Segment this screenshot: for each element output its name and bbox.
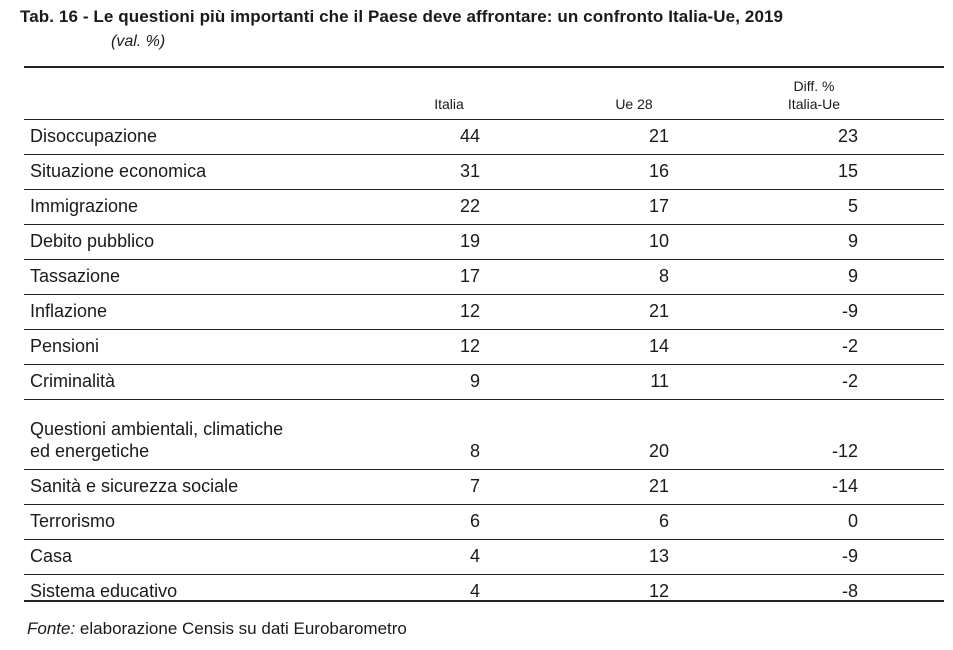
value-italia: 44 [459, 126, 480, 146]
table-row: Pensioni 12 14 -2 [24, 330, 944, 365]
value-italia: 22 [459, 196, 480, 216]
row-label: Situazione economica [30, 161, 207, 181]
value-ue: 21 [648, 126, 669, 146]
value-diff: -9 [841, 546, 858, 566]
value-diff: 9 [847, 231, 858, 251]
row-label: Tassazione [30, 266, 121, 286]
table-row: Sistema educativo 4 12 -8 [24, 575, 944, 609]
value-diff: 9 [847, 266, 858, 286]
value-italia: 8 [469, 441, 480, 461]
value-italia: 4 [469, 546, 480, 566]
row-label: Pensioni [30, 336, 100, 356]
value-italia: 17 [459, 266, 480, 286]
value-diff: 5 [847, 196, 858, 216]
row-label: Terrorismo [30, 511, 116, 531]
row-label: Questioni ambientali, climatiche ed energ… [30, 418, 283, 462]
table-row: Questioni ambientali, climatiche ed energ… [24, 400, 944, 470]
row-label: Inflazione [30, 301, 108, 321]
header-italia: Italia [434, 96, 464, 112]
table-row: Casa 4 13 -9 [24, 540, 944, 575]
value-ue: 21 [648, 301, 669, 321]
value-diff: -2 [841, 336, 858, 356]
value-italia: 7 [469, 476, 480, 496]
table-row: Situazione economica 31 16 15 [24, 155, 944, 190]
table-row: Terrorismo 6 6 0 [24, 505, 944, 540]
value-italia: 6 [469, 511, 480, 531]
row-label: Debito pubblico [30, 231, 155, 251]
table-header: Italia Ue 28 Diff. % Italia-Ue [24, 68, 944, 119]
table-row: Criminalità 9 11 -2 [24, 365, 944, 400]
row-label: Sistema educativo [30, 581, 178, 601]
table-row: Sanità e sicurezza sociale 7 21 -14 [24, 470, 944, 505]
value-ue: 11 [650, 371, 669, 391]
value-diff: -12 [831, 441, 858, 461]
table-row: Tassazione 17 8 9 [24, 260, 944, 295]
value-diff: 0 [847, 511, 858, 531]
value-diff: 23 [837, 126, 858, 146]
header-diff: Diff. % Italia-Ue [764, 77, 864, 113]
table-title: Tab. 16 - Le questioni più importanti ch… [20, 7, 784, 26]
source-note: Fonte: elaborazione Censis su dati Eurob… [27, 619, 407, 639]
value-diff: -8 [841, 581, 858, 601]
header-diff-line2: Italia-Ue [787, 96, 841, 112]
value-diff: 15 [837, 161, 858, 181]
top-rule [24, 66, 944, 68]
value-ue: 8 [658, 266, 669, 286]
table-row: Disoccupazione 44 21 23 [24, 120, 944, 155]
value-ue: 10 [648, 231, 669, 251]
value-ue: 13 [648, 546, 669, 566]
table-row: Inflazione 12 21 -9 [24, 295, 944, 330]
value-italia: 12 [459, 301, 480, 321]
value-italia: 12 [459, 336, 480, 356]
table-body: Disoccupazione 44 21 23 Situazione economica… [24, 120, 944, 609]
value-diff: -9 [841, 301, 858, 321]
row-label: Casa [30, 546, 73, 566]
value-diff: -14 [831, 476, 858, 496]
row-label: Criminalità [30, 371, 116, 391]
value-ue: 20 [648, 441, 669, 461]
table-subtitle: (val. %) [111, 33, 166, 50]
value-italia: 4 [469, 581, 480, 601]
value-ue: 6 [658, 511, 669, 531]
row-label-line2: ed energetiche [30, 441, 150, 461]
source-label: Fonte: [27, 619, 76, 638]
row-label: Immigrazione [30, 196, 139, 216]
value-italia: 9 [469, 371, 480, 391]
value-italia: 19 [459, 231, 480, 251]
value-italia: 31 [459, 161, 480, 181]
header-ue: Ue 28 [615, 96, 653, 112]
row-label: Sanità e sicurezza sociale [30, 476, 239, 496]
header-diff-line1: Diff. % [793, 78, 835, 94]
row-label: Disoccupazione [30, 126, 158, 146]
value-ue: 17 [648, 196, 669, 216]
header-rule [24, 119, 944, 120]
source-text: elaborazione Censis su dati Eurobarometr… [75, 619, 407, 638]
value-ue: 14 [648, 336, 669, 356]
value-ue: 16 [648, 161, 669, 181]
bottom-rule [24, 600, 944, 602]
value-ue: 21 [648, 476, 669, 496]
row-label-line1: Questioni ambientali, climatiche [30, 419, 284, 439]
table-row: Debito pubblico 19 10 9 [24, 225, 944, 260]
value-diff: -2 [841, 371, 858, 391]
value-ue: 12 [648, 581, 669, 601]
table-row: Immigrazione 22 17 5 [24, 190, 944, 225]
